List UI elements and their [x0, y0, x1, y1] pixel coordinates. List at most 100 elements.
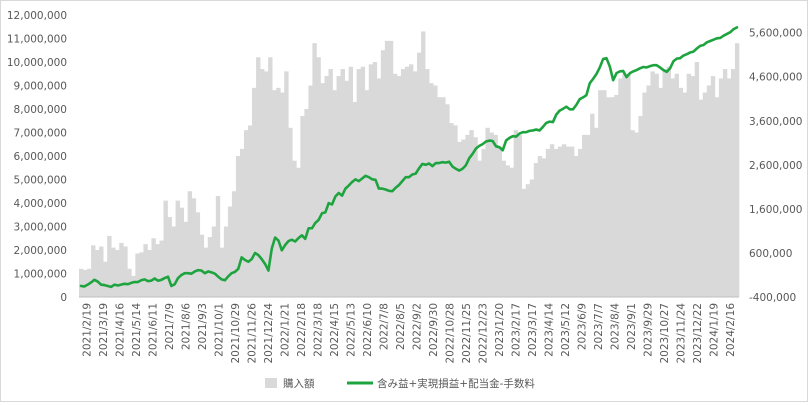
bar [722, 69, 728, 297]
bar [698, 99, 704, 297]
bar [388, 40, 394, 297]
bar [187, 191, 193, 297]
bar [139, 252, 144, 297]
bar [167, 217, 172, 297]
x-tick-label: 2024/2/16 [725, 303, 737, 357]
bar [123, 246, 128, 297]
y-left-tick-label: 8,000,000 [14, 104, 67, 116]
x-tick-label: 2023/11/24 [675, 303, 687, 364]
legend-label-bar: 購入額 [283, 377, 315, 390]
bar [239, 148, 245, 297]
bar [565, 146, 571, 297]
x-tick-label: 2023/10/27 [659, 303, 671, 364]
y-left-tick-label: 9,000,000 [14, 81, 67, 93]
bar [658, 87, 663, 297]
x-tick-label: 2022/1/21 [279, 303, 291, 357]
y-right-tick-label: 5,600,000 [749, 28, 802, 40]
bar [666, 66, 671, 297]
bar [227, 206, 233, 297]
bar [199, 234, 205, 297]
bar [477, 160, 482, 297]
bar [674, 73, 679, 297]
bar [610, 97, 615, 297]
bar [485, 127, 490, 297]
x-tick-label: 2023/4/14 [543, 303, 555, 357]
x-tick-label: 2022/9/2 [411, 303, 423, 350]
bar [453, 125, 458, 297]
bar [191, 198, 197, 297]
y-right-tick-label: 4,600,000 [749, 72, 802, 84]
bar [702, 92, 708, 297]
bar [223, 226, 229, 297]
x-tick-label: 2022/5/13 [345, 303, 357, 357]
bar [586, 134, 591, 297]
bar [260, 69, 265, 297]
bar [437, 97, 442, 297]
bar [264, 71, 269, 298]
x-tick-label: 2022/8/5 [395, 303, 407, 350]
x-tick-label: 2022/2/18 [296, 303, 308, 357]
bar [248, 125, 253, 297]
bar [682, 92, 688, 297]
bar [155, 244, 160, 298]
y-left-tick-label: 4,000,000 [14, 198, 67, 210]
bar [183, 221, 188, 297]
bar [598, 90, 603, 297]
bar [517, 134, 523, 297]
bar [630, 130, 635, 297]
y-left-tick-label: 7,000,000 [14, 128, 67, 140]
bar [481, 148, 486, 297]
bar [308, 85, 313, 297]
bar [384, 40, 390, 297]
y-right-tick-label: 1,600,000 [749, 204, 802, 216]
bar [461, 139, 466, 297]
bar [606, 97, 611, 297]
x-tick-label: 2021/5/14 [131, 303, 143, 357]
bar [119, 242, 124, 297]
bar [626, 73, 631, 297]
bar [582, 134, 587, 297]
bar [545, 148, 551, 297]
x-tick-label: 2023/3/17 [527, 303, 539, 357]
bar [276, 87, 281, 297]
bar [734, 43, 740, 298]
bar [654, 73, 659, 297]
y-left-tick-label: 6,000,000 [14, 151, 67, 163]
x-tick-label: 2023/12/22 [692, 303, 704, 364]
bar [449, 123, 454, 297]
y-left-tick-label: 1,000,000 [14, 269, 67, 281]
bar [292, 160, 297, 297]
x-tick-label: 2021/4/16 [114, 303, 126, 357]
bar [256, 57, 261, 297]
bar [730, 69, 736, 297]
bar [670, 78, 675, 297]
y-right-tick-label: 2,600,000 [749, 160, 802, 172]
bar [332, 90, 337, 297]
bar [513, 130, 518, 297]
x-tick-label: 2023/9/29 [642, 303, 654, 357]
bar [614, 94, 619, 298]
x-tick-label: 2023/7/7 [593, 303, 605, 350]
bar [561, 144, 567, 297]
bar [111, 247, 116, 297]
bar [272, 90, 277, 297]
bar [231, 191, 237, 297]
bar [574, 156, 579, 297]
x-tick-label: 2021/9/3 [197, 303, 209, 350]
bar [195, 212, 201, 297]
x-tick-label: 2022/3/18 [312, 303, 324, 357]
bar [578, 148, 583, 297]
bar [694, 62, 700, 297]
bar [650, 71, 655, 298]
x-tick-label: 2022/4/15 [329, 303, 341, 357]
bar [99, 246, 104, 297]
bar [457, 141, 462, 297]
bar [91, 245, 96, 297]
bar [171, 226, 176, 297]
bar [602, 90, 607, 297]
bar [473, 137, 478, 297]
bar [493, 134, 498, 297]
y-left-tick-label: 0 [60, 292, 67, 304]
